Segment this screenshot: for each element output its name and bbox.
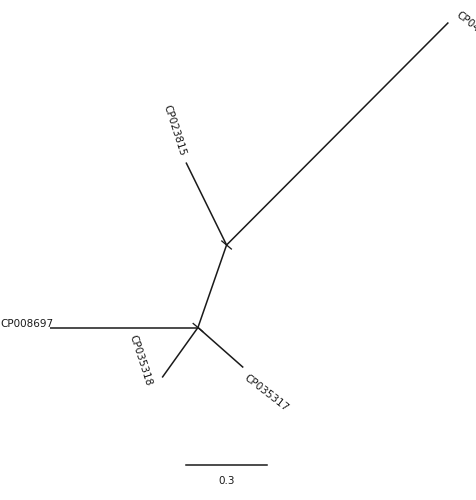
Text: CP035317: CP035317 [241,372,289,413]
Text: CP048107: CP048107 [453,10,476,50]
Text: CP008697: CP008697 [0,319,53,329]
Text: 0.3: 0.3 [218,476,234,486]
Text: CP035318: CP035318 [128,334,153,387]
Text: CP023815: CP023815 [161,104,187,158]
